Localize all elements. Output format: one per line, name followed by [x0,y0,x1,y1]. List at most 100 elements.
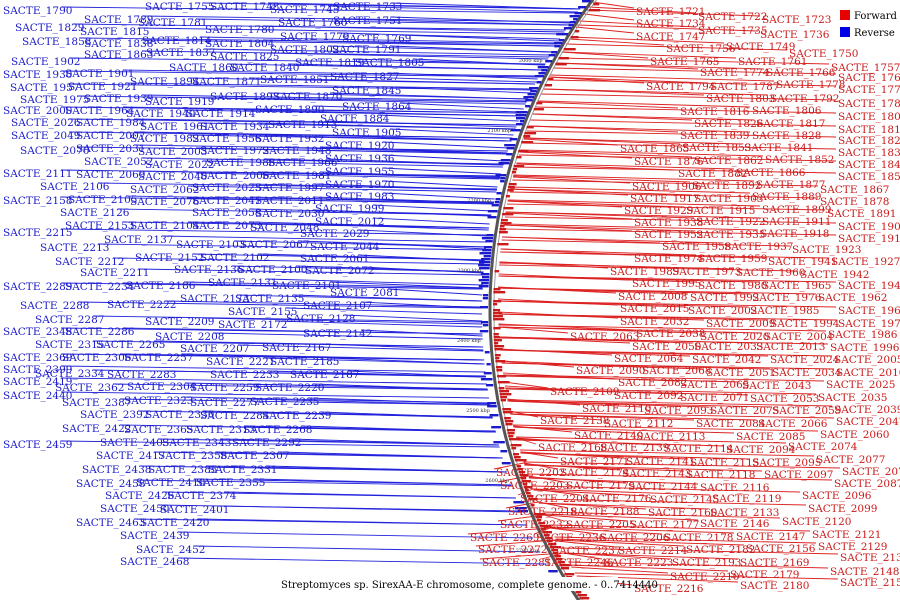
forward-gene-label[interactable]: SACTE_1749 [726,41,795,53]
forward-gene-label[interactable]: SACTE_2178 [664,532,733,544]
reverse-gene-label[interactable]: SACTE_2187 [290,369,359,381]
reverse-gene-label[interactable]: SACTE_1972 [200,145,269,157]
reverse-gene-label[interactable]: SACTE_1860 [169,62,238,74]
reverse-gene-label[interactable]: SACTE_2142 [303,328,372,340]
forward-gene-label[interactable]: SACTE_2168 [538,442,607,454]
reverse-gene-label[interactable]: SACTE_2268 [243,424,312,436]
reverse-gene-label[interactable]: SACTE_2006 [200,170,270,182]
forward-gene-label[interactable]: SACTE_2206 [600,532,670,544]
forward-gene-label[interactable]: SACTE_1794 [646,81,716,93]
reverse-gene-label[interactable]: SACTE_2172 [218,319,287,331]
reverse-gene-label[interactable]: SACTE_2307 [220,450,289,462]
forward-gene-label[interactable]: SACTE_2059 [772,405,841,417]
reverse-gene-label[interactable]: SACTE_2186 [126,280,196,292]
forward-gene-label[interactable]: SACTE_1973 [672,266,741,278]
forward-gene-label[interactable]: SACTE_2051 [706,367,775,379]
forward-gene-label[interactable]: SACTE_1980 [698,280,767,292]
forward-gene-label[interactable]: SACTE_2210 [670,571,739,583]
reverse-gene-label[interactable]: SACTE_1970 [325,179,394,191]
forward-gene-label[interactable]: SACTE_1937 [724,241,793,253]
reverse-gene-label[interactable]: SACTE_2330 [145,409,214,421]
reverse-gene-label[interactable]: SACTE_2284 [200,410,270,422]
reverse-gene-label[interactable]: SACTE_2283 [107,369,176,381]
reverse-gene-label[interactable]: SACTE_2030 [255,208,324,220]
forward-gene-label[interactable]: SACTE_2146 [700,518,770,530]
reverse-gene-label[interactable]: SACTE_1845 [332,85,401,97]
forward-gene-label[interactable]: SACTE_2077 [816,454,885,466]
reverse-gene-label[interactable]: SACTE_2265 [96,339,165,351]
reverse-gene-label[interactable]: SACTE_2458 [76,478,145,490]
forward-gene-label[interactable]: SACTE_2068 [642,365,711,377]
forward-gene-label[interactable]: SACTE_1878 [820,196,889,208]
reverse-gene-label[interactable]: SACTE_1932 [255,133,324,145]
reverse-gene-label[interactable]: SACTE_1913 [268,119,337,131]
forward-gene-label[interactable]: SACTE_1941 [768,256,837,268]
reverse-gene-label[interactable]: SACTE_2100 [238,264,307,276]
reverse-gene-label[interactable]: SACTE_2058 [192,207,261,219]
forward-gene-label[interactable]: SACTE_2193 [672,557,741,569]
forward-gene-label[interactable]: SACTE_2204 [520,493,590,505]
forward-gene-label[interactable]: SACTE_2188 [570,506,639,518]
reverse-gene-label[interactable]: SACTE_2410 [136,477,205,489]
reverse-gene-label[interactable]: SACTE_1948 [262,145,331,157]
reverse-gene-label[interactable]: SACTE_1955 [325,166,394,178]
reverse-gene-label[interactable]: SACTE_2062 [130,184,199,196]
forward-gene-label[interactable]: SACTE_2002 [688,305,757,317]
forward-gene-label[interactable]: SACTE_1949 [838,280,900,292]
reverse-gene-label[interactable]: SACTE_2031 [76,143,145,155]
reverse-gene-label[interactable]: SACTE_1815 [80,26,149,38]
forward-gene-label[interactable]: SACTE_1935 [696,229,765,241]
forward-gene-label[interactable]: SACTE_2156 [746,543,816,555]
forward-gene-label[interactable]: SACTE_2064 [614,353,684,365]
forward-gene-label[interactable]: SACTE_2182 [686,544,755,556]
reverse-gene-label[interactable]: SACTE_1805 [355,57,424,69]
forward-gene-label[interactable]: SACTE_1974 [634,253,704,265]
forward-gene-label[interactable]: SACTE_2133 [710,507,779,519]
reverse-gene-label[interactable]: SACTE_2426 [105,490,175,502]
reverse-gene-label[interactable]: SACTE_2440 [3,390,72,402]
forward-gene-label[interactable]: SACTE_2010 [836,367,900,379]
reverse-gene-label[interactable]: SACTE_2306 [62,352,132,364]
reverse-gene-label[interactable]: SACTE_2152 [135,252,204,264]
forward-gene-label[interactable]: SACTE_1734 [636,18,706,30]
forward-gene-label[interactable]: SACTE_1911 [762,216,831,228]
reverse-gene-label[interactable]: SACTE_1838 [84,38,153,50]
forward-gene-label[interactable]: SACTE_2148 [830,566,899,578]
forward-gene-label[interactable]: SACTE_2097 [764,469,833,481]
reverse-gene-label[interactable]: SACTE_2081 [330,287,399,299]
forward-gene-label[interactable]: SACTE_2038 [636,328,705,340]
forward-gene-label[interactable]: SACTE_1903 [694,193,763,205]
reverse-gene-label[interactable]: SACTE_2061 [300,253,369,265]
reverse-gene-label[interactable]: SACTE_1733 [333,1,402,13]
forward-gene-label[interactable]: SACTE_1841 [744,142,813,154]
reverse-gene-label[interactable]: SACTE_1871 [192,76,261,88]
reverse-gene-label[interactable]: SACTE_2362 [55,382,124,394]
forward-gene-label[interactable]: SACTE_1985 [750,305,819,317]
forward-gene-label[interactable]: SACTE_2160 [648,507,717,519]
forward-gene-label[interactable]: SACTE_2095 [752,457,821,469]
reverse-gene-label[interactable]: SACTE_1827 [330,71,399,83]
forward-gene-label[interactable]: SACTE_2043 [742,380,811,392]
forward-gene-label[interactable]: SACTE_1900 [838,221,900,233]
forward-gene-label[interactable]: SACTE_2223 [604,557,673,569]
forward-gene-label[interactable]: SACTE_1995 [632,278,701,290]
reverse-gene-label[interactable]: SACTE_1997 [255,182,324,194]
reverse-gene-label[interactable]: SACTE_2128 [286,313,355,325]
forward-gene-label[interactable]: SACTE_1747 [636,31,705,43]
reverse-gene-label[interactable]: SACTE_1961 [140,121,209,133]
forward-gene-label[interactable]: SACTE_2134 [840,552,900,564]
reverse-gene-label[interactable]: SACTE_2348 [3,326,72,338]
reverse-gene-label[interactable]: SACTE_2259 [190,382,259,394]
forward-gene-label[interactable]: SACTE_2060 [820,429,889,441]
forward-gene-label[interactable]: SACTE_1922 [696,216,765,228]
forward-gene-label[interactable]: SACTE_1765 [650,56,719,68]
forward-gene-label[interactable]: SACTE_1721 [636,6,705,18]
reverse-gene-label[interactable]: SACTE_2158 [3,195,72,207]
reverse-gene-label[interactable]: SACTE_2358 [158,450,227,462]
forward-gene-label[interactable]: SACTE_1969 [838,305,900,317]
forward-gene-label[interactable]: SACTE_1952 [634,229,703,241]
reverse-gene-label[interactable]: SACTE_1914 [186,108,256,120]
forward-gene-label[interactable]: SACTE_1722 [698,11,767,23]
forward-gene-label[interactable]: SACTE_2009 [706,318,775,330]
forward-gene-label[interactable]: SACTE_1800 [838,111,900,123]
